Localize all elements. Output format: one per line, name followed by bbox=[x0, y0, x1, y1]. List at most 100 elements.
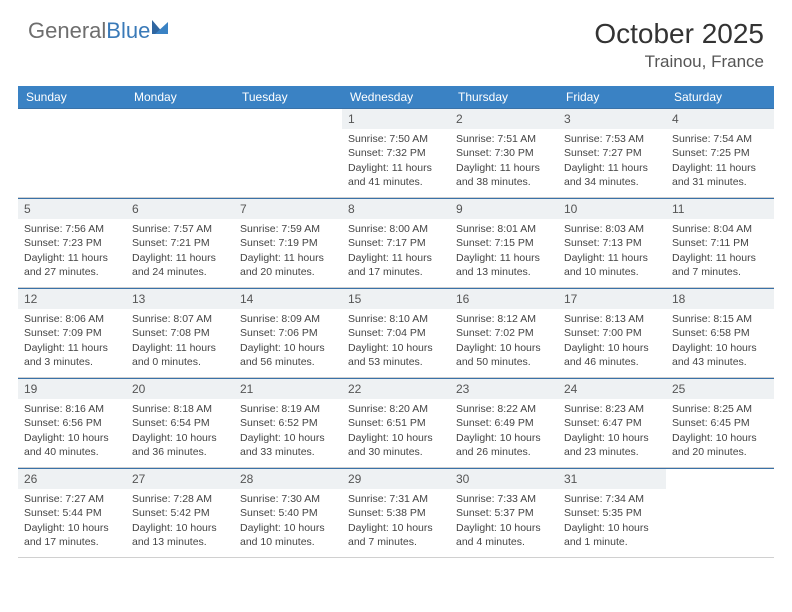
sunset-text: Sunset: 7:17 PM bbox=[348, 236, 444, 250]
sunrise-text: Sunrise: 8:22 AM bbox=[456, 402, 552, 416]
sunrise-text: Sunrise: 8:15 AM bbox=[672, 312, 768, 326]
sunset-text: Sunset: 6:49 PM bbox=[456, 416, 552, 430]
day-number: 3 bbox=[558, 109, 666, 129]
daylight-text: and 43 minutes. bbox=[672, 355, 768, 369]
calendar-cell: 29Sunrise: 7:31 AMSunset: 5:38 PMDayligh… bbox=[342, 469, 450, 557]
calendar-cell: 28Sunrise: 7:30 AMSunset: 5:40 PMDayligh… bbox=[234, 469, 342, 557]
sunrise-text: Sunrise: 8:18 AM bbox=[132, 402, 228, 416]
daylight-text: and 56 minutes. bbox=[240, 355, 336, 369]
day-number: 9 bbox=[450, 199, 558, 219]
day-number: 20 bbox=[126, 379, 234, 399]
sunrise-text: Sunrise: 8:01 AM bbox=[456, 222, 552, 236]
day-header-thursday: Thursday bbox=[450, 86, 558, 108]
daylight-text: Daylight: 11 hours bbox=[348, 161, 444, 175]
daylight-text: Daylight: 10 hours bbox=[456, 341, 552, 355]
title-block: October 2025 Trainou, France bbox=[594, 18, 764, 72]
sunrise-text: Sunrise: 7:50 AM bbox=[348, 132, 444, 146]
sunrise-text: Sunrise: 7:28 AM bbox=[132, 492, 228, 506]
daylight-text: and 36 minutes. bbox=[132, 445, 228, 459]
day-number: 14 bbox=[234, 289, 342, 309]
sunrise-text: Sunrise: 7:56 AM bbox=[24, 222, 120, 236]
daylight-text: Daylight: 11 hours bbox=[672, 161, 768, 175]
daylight-text: and 4 minutes. bbox=[456, 535, 552, 549]
sunset-text: Sunset: 5:40 PM bbox=[240, 506, 336, 520]
daylight-text: Daylight: 10 hours bbox=[240, 431, 336, 445]
calendar-cell: 11Sunrise: 8:04 AMSunset: 7:11 PMDayligh… bbox=[666, 199, 774, 287]
day-header-friday: Friday bbox=[558, 86, 666, 108]
daylight-text: and 34 minutes. bbox=[564, 175, 660, 189]
sunrise-text: Sunrise: 8:19 AM bbox=[240, 402, 336, 416]
day-header-sunday: Sunday bbox=[18, 86, 126, 108]
calendar-cell: 20Sunrise: 8:18 AMSunset: 6:54 PMDayligh… bbox=[126, 379, 234, 467]
sunrise-text: Sunrise: 8:25 AM bbox=[672, 402, 768, 416]
daylight-text: and 53 minutes. bbox=[348, 355, 444, 369]
daylight-text: Daylight: 10 hours bbox=[564, 521, 660, 535]
day-number: 26 bbox=[18, 469, 126, 489]
calendar-cell: 21Sunrise: 8:19 AMSunset: 6:52 PMDayligh… bbox=[234, 379, 342, 467]
sunset-text: Sunset: 6:47 PM bbox=[564, 416, 660, 430]
calendar-cell: 25Sunrise: 8:25 AMSunset: 6:45 PMDayligh… bbox=[666, 379, 774, 467]
day-number: 12 bbox=[18, 289, 126, 309]
daylight-text: and 17 minutes. bbox=[24, 535, 120, 549]
sunrise-text: Sunrise: 8:06 AM bbox=[24, 312, 120, 326]
daylight-text: Daylight: 10 hours bbox=[348, 431, 444, 445]
sunrise-text: Sunrise: 7:54 AM bbox=[672, 132, 768, 146]
calendar-cell: 23Sunrise: 8:22 AMSunset: 6:49 PMDayligh… bbox=[450, 379, 558, 467]
day-number: 25 bbox=[666, 379, 774, 399]
calendar-cell-empty bbox=[126, 109, 234, 197]
daylight-text: and 20 minutes. bbox=[672, 445, 768, 459]
day-number: 27 bbox=[126, 469, 234, 489]
sunset-text: Sunset: 7:13 PM bbox=[564, 236, 660, 250]
sunset-text: Sunset: 7:30 PM bbox=[456, 146, 552, 160]
daylight-text: and 24 minutes. bbox=[132, 265, 228, 279]
day-number: 13 bbox=[126, 289, 234, 309]
month-title: October 2025 bbox=[594, 18, 764, 50]
daylight-text: Daylight: 10 hours bbox=[132, 431, 228, 445]
logo-text: GeneralBlue bbox=[28, 18, 150, 44]
daylight-text: Daylight: 10 hours bbox=[672, 431, 768, 445]
sunset-text: Sunset: 7:06 PM bbox=[240, 326, 336, 340]
day-number: 5 bbox=[18, 199, 126, 219]
daylight-text: Daylight: 10 hours bbox=[672, 341, 768, 355]
calendar-cell: 3Sunrise: 7:53 AMSunset: 7:27 PMDaylight… bbox=[558, 109, 666, 197]
sunset-text: Sunset: 7:19 PM bbox=[240, 236, 336, 250]
sunrise-text: Sunrise: 8:00 AM bbox=[348, 222, 444, 236]
daylight-text: and 13 minutes. bbox=[456, 265, 552, 279]
calendar-cell: 2Sunrise: 7:51 AMSunset: 7:30 PMDaylight… bbox=[450, 109, 558, 197]
sunset-text: Sunset: 7:00 PM bbox=[564, 326, 660, 340]
day-header-tuesday: Tuesday bbox=[234, 86, 342, 108]
calendar-cell-empty bbox=[666, 469, 774, 557]
sunset-text: Sunset: 7:27 PM bbox=[564, 146, 660, 160]
calendar-cell: 13Sunrise: 8:07 AMSunset: 7:08 PMDayligh… bbox=[126, 289, 234, 377]
daylight-text: Daylight: 11 hours bbox=[672, 251, 768, 265]
sunrise-text: Sunrise: 8:03 AM bbox=[564, 222, 660, 236]
daylight-text: Daylight: 10 hours bbox=[564, 431, 660, 445]
daylight-text: Daylight: 10 hours bbox=[240, 521, 336, 535]
sunset-text: Sunset: 7:25 PM bbox=[672, 146, 768, 160]
calendar-cell: 5Sunrise: 7:56 AMSunset: 7:23 PMDaylight… bbox=[18, 199, 126, 287]
calendar-day-header: SundayMondayTuesdayWednesdayThursdayFrid… bbox=[18, 86, 774, 108]
daylight-text: and 13 minutes. bbox=[132, 535, 228, 549]
daylight-text: Daylight: 10 hours bbox=[456, 431, 552, 445]
sunset-text: Sunset: 7:11 PM bbox=[672, 236, 768, 250]
calendar-cell: 8Sunrise: 8:00 AMSunset: 7:17 PMDaylight… bbox=[342, 199, 450, 287]
daylight-text: Daylight: 11 hours bbox=[348, 251, 444, 265]
day-number: 19 bbox=[18, 379, 126, 399]
sunrise-text: Sunrise: 8:09 AM bbox=[240, 312, 336, 326]
sunrise-text: Sunrise: 8:12 AM bbox=[456, 312, 552, 326]
calendar-cell: 22Sunrise: 8:20 AMSunset: 6:51 PMDayligh… bbox=[342, 379, 450, 467]
sunrise-text: Sunrise: 7:57 AM bbox=[132, 222, 228, 236]
sunset-text: Sunset: 7:23 PM bbox=[24, 236, 120, 250]
sunset-text: Sunset: 6:58 PM bbox=[672, 326, 768, 340]
location-label: Trainou, France bbox=[594, 52, 764, 72]
daylight-text: and 40 minutes. bbox=[24, 445, 120, 459]
daylight-text: Daylight: 10 hours bbox=[564, 341, 660, 355]
day-number: 21 bbox=[234, 379, 342, 399]
daylight-text: Daylight: 11 hours bbox=[132, 251, 228, 265]
day-header-saturday: Saturday bbox=[666, 86, 774, 108]
daylight-text: Daylight: 10 hours bbox=[24, 431, 120, 445]
logo-sail-icon bbox=[150, 16, 172, 38]
day-number: 17 bbox=[558, 289, 666, 309]
sunrise-text: Sunrise: 8:20 AM bbox=[348, 402, 444, 416]
calendar-cell: 12Sunrise: 8:06 AMSunset: 7:09 PMDayligh… bbox=[18, 289, 126, 377]
